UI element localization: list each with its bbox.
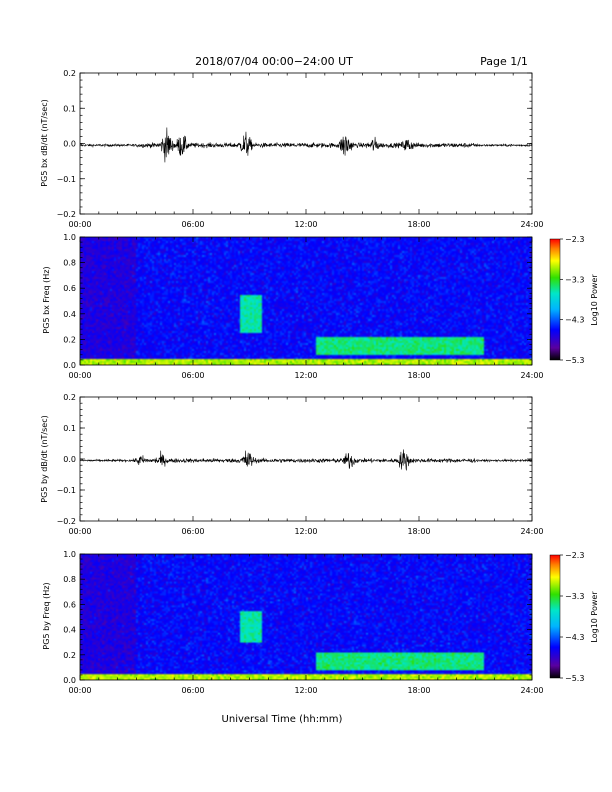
colorbar-tick-label: −4.3 xyxy=(565,316,584,325)
bx-colorbar xyxy=(549,238,561,361)
page-indicator: Page 1/1 xyxy=(480,55,528,68)
y-tick-label: 0.4 xyxy=(63,626,76,635)
y-tick-label: 0.0 xyxy=(63,455,76,464)
colorbar-tick-label: −5.3 xyxy=(565,356,584,365)
y-tick-label: 0.2 xyxy=(63,69,76,78)
bx-spectrogram-panel: PG5 bx Freq (Hz) 00:00 06:00 12:00 18:00 24:… xyxy=(42,233,599,380)
y-tick-label: 0.4 xyxy=(63,310,76,319)
x-tick-label: 18:00 xyxy=(407,527,430,536)
y-tick-label: −0.1 xyxy=(57,486,76,495)
by-waveform-axes: 00:00 06:00 12:00 18:00 24:00 0.2 0.1 0.0 −0.1 −0… xyxy=(57,393,544,536)
bx-waveform-trace xyxy=(79,127,533,163)
x-tick-label: 12:00 xyxy=(294,527,317,536)
by-spectrogram-image xyxy=(80,554,532,680)
colorbar-tick-label: −4.3 xyxy=(565,633,584,642)
bx-waveform-panel: PG5 bx dB/dt (nT/sec) 00:00 06:00 12:00 18:… xyxy=(40,69,544,229)
bx-waveform-frame xyxy=(79,72,533,215)
bx-spectrogram-axes: 00:00 06:00 12:00 18:00 24:00 1.0 0.8 0.6 0.4 0.2… xyxy=(63,233,543,380)
x-tick-label: 06:00 xyxy=(181,371,204,380)
by-spectrogram-ylabel: PG5 by Freq (Hz) xyxy=(42,582,51,649)
x-tick-label: 18:00 xyxy=(407,371,430,380)
x-tick-label: 06:00 xyxy=(181,527,204,536)
by-colorbar-label: Log10 Power xyxy=(590,591,599,643)
y-tick-label: 0.8 xyxy=(63,259,76,268)
y-tick-label: 0.2 xyxy=(63,651,76,660)
colorbar-tick-label: −2.3 xyxy=(565,551,584,560)
x-tick-label: 12:00 xyxy=(294,220,317,229)
colorbar-tick-label: −2.3 xyxy=(565,235,584,244)
y-tick-label: 0.6 xyxy=(63,284,76,293)
y-tick-label: 0.2 xyxy=(63,335,76,344)
x-tick-label: 12:00 xyxy=(294,371,317,380)
colorbar-tick-label: −5.3 xyxy=(565,674,584,683)
y-tick-label: 0.0 xyxy=(63,140,76,149)
y-tick-label: 0.0 xyxy=(63,676,76,685)
x-tick-label: 24:00 xyxy=(520,686,543,695)
y-tick-label: 0.1 xyxy=(63,424,76,433)
bx-spectrogram-frame xyxy=(79,236,533,366)
by-spectrogram-axes: 00:00 06:00 12:00 18:00 24:00 1.0 0.8 0.6 0.4 0.2… xyxy=(63,550,543,695)
bx-colorbar-ticks: −2.3 −3.3 −4.3 −5.3 xyxy=(560,235,584,365)
x-axis-label: Universal Time (hh:mm) xyxy=(222,714,343,725)
x-tick-label: 12:00 xyxy=(294,686,317,695)
by-waveform-panel: PG5 by dB/dt (nT/sec) 00:00 06:00 12:00 18:… xyxy=(40,393,544,536)
x-tick-label: 00:00 xyxy=(68,371,91,380)
x-tick-label: 24:00 xyxy=(520,527,543,536)
y-tick-label: 0.1 xyxy=(63,104,76,113)
y-tick-label: 0.0 xyxy=(63,361,76,370)
by-waveform-trace xyxy=(79,449,533,471)
by-spectrogram-frame xyxy=(79,553,533,681)
figure-title: 2018/07/04 00:00−24:00 UT xyxy=(195,55,353,68)
by-waveform-ylabel: PG5 by dB/dt (nT/sec) xyxy=(40,415,49,502)
x-tick-label: 18:00 xyxy=(407,220,430,229)
bx-waveform-axes: 00:00 06:00 12:00 18:00 24:00 0.2 0.1 0.0 −0.1 −0… xyxy=(57,69,544,229)
by-waveform-frame xyxy=(79,396,533,522)
bx-waveform-ylabel: PG5 bx dB/dt (nT/sec) xyxy=(40,99,49,186)
x-tick-label: 00:00 xyxy=(68,686,91,695)
y-tick-label: −0.2 xyxy=(57,517,76,526)
x-tick-label: 00:00 xyxy=(68,220,91,229)
colorbar-tick-label: −3.3 xyxy=(565,275,584,284)
x-tick-label: 24:00 xyxy=(520,220,543,229)
y-tick-label: 1.0 xyxy=(63,233,76,242)
bx-spectrogram-image xyxy=(80,237,532,365)
by-colorbar-ticks: −2.3 −3.3 −4.3 −5.3 xyxy=(560,551,584,683)
x-tick-label: 18:00 xyxy=(407,686,430,695)
by-spectrogram-panel: PG5 by Freq (Hz) 00:00 06:00 12:00 18:00 24:… xyxy=(42,550,599,695)
x-tick-label: 06:00 xyxy=(181,220,204,229)
by-colorbar xyxy=(549,554,561,679)
y-tick-label: 1.0 xyxy=(63,550,76,559)
colorbar-tick-label: −3.3 xyxy=(565,592,584,601)
y-tick-label: −0.1 xyxy=(57,175,76,184)
y-tick-label: 0.8 xyxy=(63,575,76,584)
x-tick-label: 00:00 xyxy=(68,527,91,536)
y-tick-label: 0.6 xyxy=(63,600,76,609)
bx-colorbar-label: Log10 Power xyxy=(590,274,599,326)
x-tick-label: 06:00 xyxy=(181,686,204,695)
y-tick-label: −0.2 xyxy=(57,210,76,219)
y-tick-label: 0.2 xyxy=(63,393,76,402)
x-tick-label: 24:00 xyxy=(520,371,543,380)
bx-spectrogram-ylabel: PG5 bx Freq (Hz) xyxy=(42,266,51,333)
